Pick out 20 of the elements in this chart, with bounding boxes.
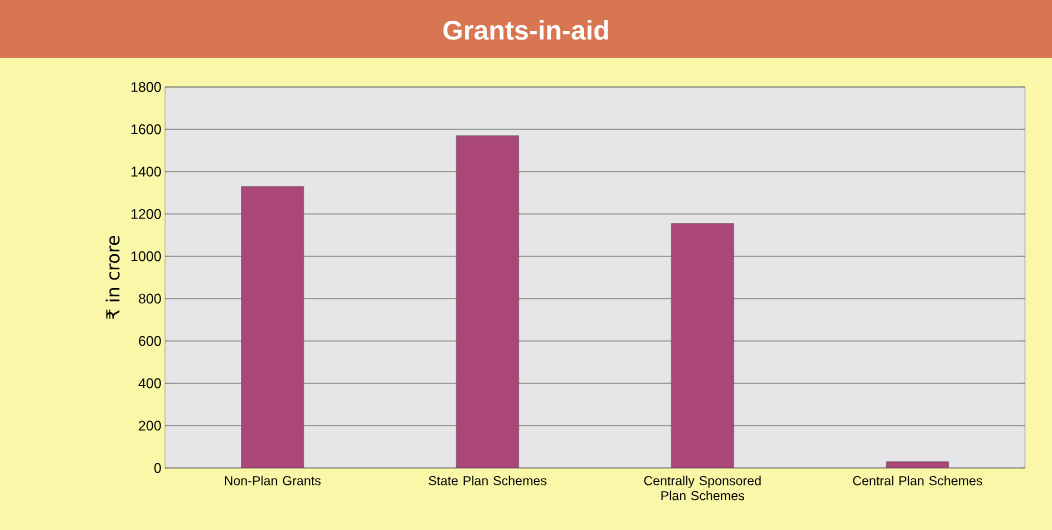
y-tick-label: 1400 xyxy=(131,166,161,177)
x-tick-label: Centrally Sponsored Plan Schemes xyxy=(644,475,761,501)
y-tick-label: 600 xyxy=(138,336,161,346)
y-tick-label: 200 xyxy=(138,420,161,431)
y-tick-label: 1600 xyxy=(131,124,161,135)
y-tick-label: 400 xyxy=(138,378,161,389)
chart-title: Grants-in-aid xyxy=(443,20,608,40)
x-tick-label: Non-Plan Grants xyxy=(224,475,321,486)
bar xyxy=(671,223,734,468)
y-tick-label: 1800 xyxy=(131,82,161,92)
bar xyxy=(456,135,519,468)
bar xyxy=(241,186,304,468)
y-tick-label: 800 xyxy=(138,293,161,304)
y-tick-label: 0 xyxy=(154,463,161,473)
y-tick-label: 1000 xyxy=(131,251,161,262)
bar xyxy=(886,461,949,468)
x-tick-label: State Plan Schemes xyxy=(428,475,547,486)
y-tick-label: 1200 xyxy=(131,209,161,219)
y-axis-title: ₹ in crore xyxy=(105,235,120,320)
x-tick-label: Central Plan Schemes xyxy=(853,475,983,486)
